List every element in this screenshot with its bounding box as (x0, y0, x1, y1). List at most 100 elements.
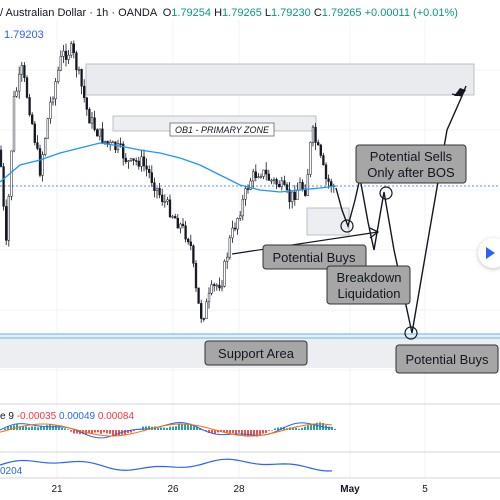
candle-body (101, 128, 104, 143)
macd-bar (64, 428, 66, 430)
macd-bar (7, 426, 9, 430)
candle-body (254, 171, 257, 179)
candle-body (54, 81, 57, 100)
macd-bar (100, 430, 102, 434)
candle-body (67, 54, 70, 60)
candle-body (192, 245, 195, 264)
rsi-line (0, 458, 333, 472)
symbol-name[interactable]: / Australian Dollar (0, 7, 87, 19)
candle-body (270, 179, 273, 182)
candle-body (124, 157, 127, 162)
macd-bar (232, 430, 234, 434)
arrow-head-right-icon (369, 227, 380, 239)
macd-bar (43, 426, 45, 430)
scroll-to-realtime-button[interactable] (478, 238, 500, 268)
candle-body (236, 218, 239, 230)
potential-buys-box-1[interactable] (262, 244, 367, 270)
candle-body (135, 160, 138, 162)
buy-trendline (231, 231, 379, 255)
interval[interactable]: 1h (96, 7, 109, 19)
candle-body (226, 256, 229, 262)
macd-bar (127, 430, 129, 434)
candle-body (330, 181, 333, 187)
candle-body (25, 77, 29, 98)
macd-bar (238, 430, 240, 433)
macd-signal-line (0, 423, 333, 437)
macd-bar (187, 424, 189, 430)
macd-bar (307, 425, 309, 430)
macd-bar (190, 423, 192, 430)
x-tick-may: May (340, 484, 360, 495)
x-tick-28: 28 (233, 484, 245, 495)
arrow-head-top-icon (451, 85, 467, 97)
candle-body (171, 216, 174, 218)
potential-buys-box-2[interactable] (395, 344, 499, 374)
macd-bar (268, 430, 270, 431)
macd-bar (292, 427, 294, 430)
candle-body (2, 166, 5, 207)
macd-bar (52, 425, 54, 430)
macd-bar (184, 424, 186, 430)
macd-bar (157, 427, 159, 430)
candle-body (181, 223, 185, 227)
candle-body (301, 182, 304, 190)
breakdown-line2: Liquidation (338, 286, 401, 301)
potential-buys-label-1: Potential Buys (272, 250, 356, 265)
candle-body (0, 149, 3, 167)
bottom-buy-point-marker[interactable] (404, 326, 418, 340)
breakdown-box[interactable] (326, 265, 411, 305)
support-area-box[interactable] (204, 340, 308, 366)
macd-bar (301, 427, 303, 430)
macd-bar (91, 430, 93, 434)
open-value: 1.79254 (171, 7, 212, 19)
candle-body (314, 126, 317, 143)
macd-bar (316, 422, 318, 430)
sell-point-marker[interactable] (379, 186, 393, 200)
candle-body (90, 117, 94, 124)
macd-bar (4, 428, 6, 430)
macd-bar (103, 430, 105, 433)
candle-body (228, 237, 231, 258)
low-label: L (264, 7, 271, 19)
candle-body (23, 65, 26, 78)
candle-body (275, 179, 278, 185)
potential-sells-box[interactable] (355, 144, 467, 184)
rsi-legend: 0204 (0, 466, 23, 477)
candlestick-series (0, 40, 335, 323)
candle-body (83, 85, 86, 99)
source: OANDA (118, 7, 157, 19)
macd-bar (10, 425, 12, 430)
macd-prefix: e 9 (0, 411, 14, 422)
macd-bar (31, 426, 33, 430)
macd-bar (220, 430, 222, 432)
close-value: 1.79265 (321, 7, 362, 19)
macd-bar (163, 427, 165, 430)
candle-body (285, 184, 289, 190)
macd-bar (130, 430, 132, 433)
macd-bar (19, 426, 21, 430)
candle-body (252, 171, 255, 182)
macd-bar (55, 425, 57, 430)
candle-body (293, 191, 296, 200)
candle-body (233, 227, 237, 230)
candle-body (158, 187, 161, 196)
candle-body (49, 101, 52, 119)
candle-body (15, 90, 18, 97)
candle-body (41, 154, 44, 176)
candle-body (231, 227, 234, 239)
candle-body (46, 118, 49, 139)
candle-body (179, 223, 182, 229)
buy-point-marker[interactable] (340, 219, 354, 233)
macd-bar (13, 425, 15, 430)
candle-body (189, 241, 192, 246)
candle-body (132, 158, 135, 161)
candle-body (246, 188, 250, 190)
x-tick-26: 26 (167, 484, 179, 495)
candle-body (85, 97, 88, 110)
macd-bar (124, 430, 126, 435)
potential-sells-line1: Potential Sells (370, 149, 453, 164)
small-zone (306, 207, 350, 236)
macd-bar (331, 426, 333, 430)
